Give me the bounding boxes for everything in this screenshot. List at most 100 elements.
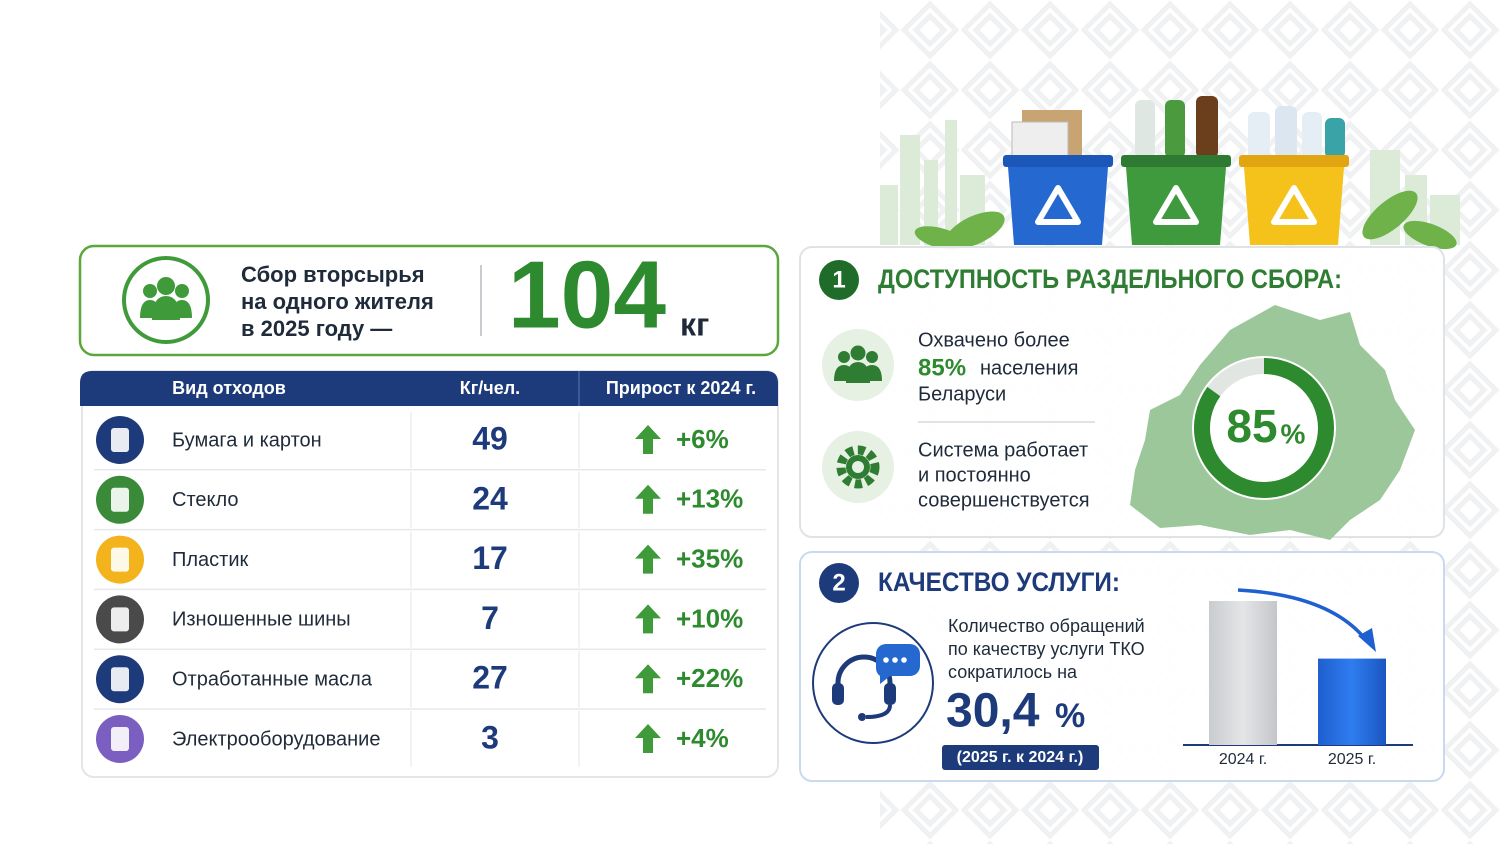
coverage-highlight: 85% (918, 354, 966, 381)
donut-arc (1194, 358, 1334, 498)
system-text: и постоянно (918, 464, 1031, 486)
decoration (143, 284, 157, 298)
table-header-bar (80, 371, 778, 406)
headset-icon (832, 644, 920, 721)
bar-label: 2024 г. (1219, 751, 1267, 768)
quality-value: 30,4 (946, 685, 1040, 738)
donut-value: 85 (1226, 400, 1277, 452)
quality-text: по качеству услуги ТКО (948, 639, 1145, 659)
growth-arrow (635, 604, 661, 634)
decoration (1035, 185, 1081, 225)
quality-text: сократилось на (948, 662, 1078, 682)
decoration (832, 683, 844, 705)
headline-card (78, 244, 780, 357)
bar-chart: 2024 г. 2025 г. (1183, 588, 1413, 768)
system-text: Система работает (918, 439, 1088, 461)
decoration (1126, 167, 1226, 245)
waste-type: Бумага и картон (172, 429, 322, 451)
bar (1209, 601, 1277, 745)
decoration (1244, 167, 1344, 245)
waste-type: Электрооборудование (172, 728, 380, 750)
growth: +35% (676, 543, 743, 573)
table-header: Вид отходов (172, 378, 286, 398)
decoration (1135, 100, 1155, 158)
waste-type: Отработанные масла (172, 668, 373, 690)
quality-text: Количество обращений (948, 616, 1145, 636)
recycling-bins (1003, 96, 1349, 245)
decoration (865, 704, 892, 719)
decoration (838, 351, 850, 363)
people-icon (834, 345, 882, 383)
row-icon-glyph (111, 667, 129, 692)
row-icon-glyph (111, 547, 129, 572)
decoration (1165, 100, 1185, 158)
decoration (846, 362, 870, 383)
growth-arrow (635, 425, 661, 454)
growth-arrow (635, 664, 661, 694)
decoration (1275, 106, 1297, 158)
growth-arrow (635, 724, 661, 753)
decoration (1302, 112, 1322, 158)
kg-per-person: 49 (472, 420, 508, 456)
decoration (866, 351, 878, 363)
headline-value: 104 (508, 241, 666, 348)
waste-type: Изношенные шины (172, 609, 351, 631)
waste-type: Стекло (172, 489, 239, 511)
leaves (914, 190, 1457, 250)
decoration (901, 657, 907, 663)
decoration (876, 644, 920, 684)
table-rows: Бумага и картон 49 +6% Стекло 24 +13% Пластик 1… (94, 412, 766, 767)
decoration (1196, 96, 1218, 158)
decoration (880, 185, 898, 245)
row-icon-glyph (111, 607, 129, 632)
decoration (1003, 155, 1113, 167)
kg-per-person: 24 (472, 480, 508, 516)
growth: +6% (676, 424, 729, 454)
trend-arrow (1237, 588, 1368, 642)
section-title: КАЧЕСТВО УСЛУГИ: (878, 567, 1120, 597)
section-number-badge (819, 563, 859, 603)
row-icon-glyph (111, 727, 129, 751)
section-number-badge (819, 260, 859, 300)
decoration (900, 135, 920, 245)
kg-per-person: 17 (472, 540, 508, 576)
decoration (1153, 185, 1199, 225)
people-icon (140, 277, 192, 320)
decoration (883, 657, 889, 663)
decoration (1248, 112, 1270, 158)
table-header: Прирост к 2024 г. (606, 378, 756, 398)
decoration (1035, 185, 1317, 225)
headline-line: на одного жителя (241, 289, 434, 314)
table-header: Кг/чел. (460, 378, 520, 398)
decoration (924, 160, 938, 245)
decoration (852, 461, 864, 473)
bar (1318, 658, 1386, 745)
kg-per-person: 27 (472, 660, 508, 696)
growth: +4% (676, 723, 729, 753)
decoration (945, 120, 957, 245)
row-icon-glyph (111, 428, 129, 452)
headset-icon-ring (812, 622, 934, 744)
decoration (850, 345, 866, 361)
note-badge (942, 745, 1099, 770)
decoration (1325, 118, 1345, 158)
decoration (157, 277, 175, 295)
kg-per-person: 3 (481, 719, 499, 755)
donut-backdrop (1192, 356, 1336, 500)
decoration (884, 683, 896, 705)
growth: +10% (676, 603, 743, 633)
growth: +13% (676, 484, 743, 514)
coverage-text: населения (980, 357, 1078, 379)
decoration (175, 284, 189, 298)
decoration (836, 445, 880, 489)
coverage-text: Беларуси (918, 383, 1006, 405)
decoration (1403, 220, 1457, 250)
bar-label: 2025 г. (1328, 751, 1376, 768)
row-icon-glyph (111, 487, 129, 512)
headline-line: в 2025 году — (241, 316, 392, 341)
growth: +22% (676, 663, 743, 693)
gear-icon (836, 445, 880, 489)
